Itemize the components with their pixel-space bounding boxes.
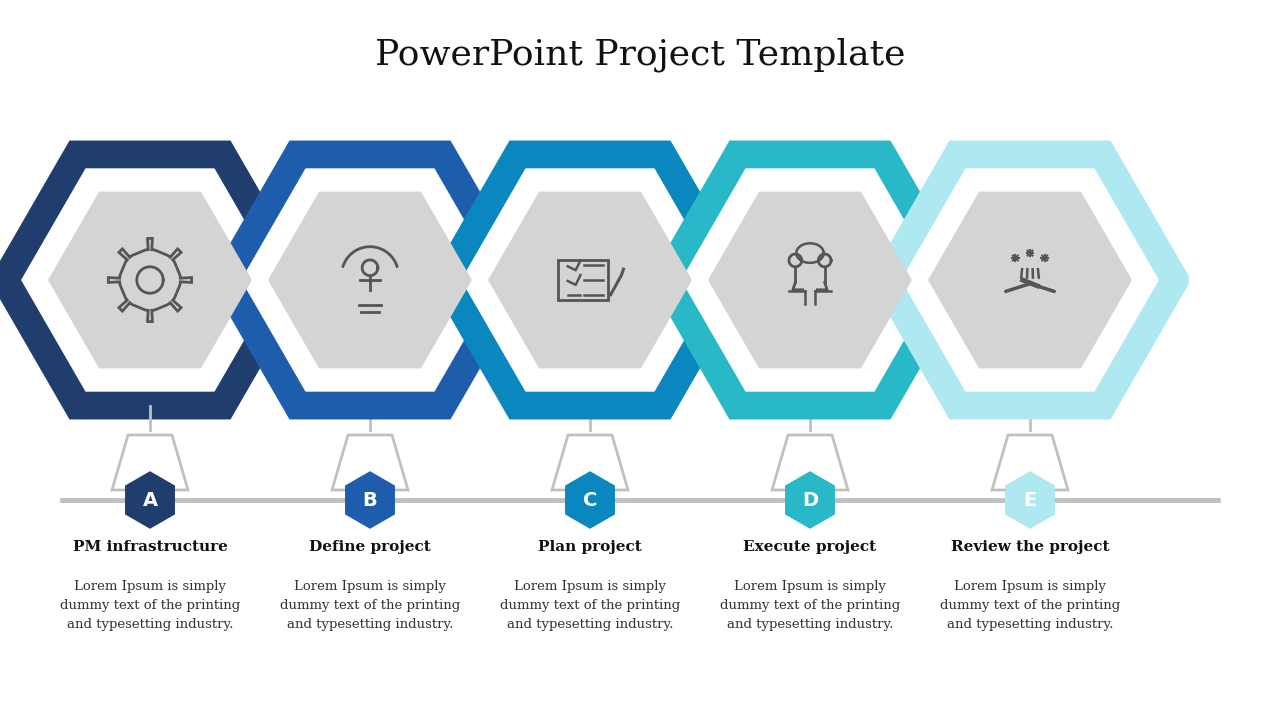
Polygon shape (5, 154, 294, 405)
Text: E: E (1024, 490, 1037, 510)
Polygon shape (346, 472, 394, 528)
Polygon shape (332, 435, 408, 490)
Text: Define project: Define project (310, 540, 431, 554)
Polygon shape (566, 472, 614, 528)
Polygon shape (666, 154, 955, 405)
Polygon shape (488, 192, 692, 369)
Polygon shape (268, 192, 472, 369)
Text: Plan project: Plan project (538, 540, 641, 554)
Polygon shape (225, 154, 515, 405)
Polygon shape (125, 472, 174, 528)
Text: PowerPoint Project Template: PowerPoint Project Template (375, 38, 905, 73)
Text: D: D (803, 490, 818, 510)
Text: A: A (142, 490, 157, 510)
Polygon shape (772, 435, 849, 490)
Text: PM infrastructure: PM infrastructure (73, 540, 228, 554)
Polygon shape (113, 435, 188, 490)
Polygon shape (445, 154, 735, 405)
Polygon shape (928, 192, 1132, 369)
Polygon shape (552, 435, 628, 490)
Polygon shape (708, 192, 911, 369)
Polygon shape (884, 154, 1175, 405)
Text: Lorem Ipsum is simply
dummy text of the printing
and typesetting industry.: Lorem Ipsum is simply dummy text of the … (719, 580, 900, 631)
Text: Execute project: Execute project (744, 540, 877, 554)
Text: Lorem Ipsum is simply
dummy text of the printing
and typesetting industry.: Lorem Ipsum is simply dummy text of the … (280, 580, 460, 631)
Polygon shape (992, 435, 1068, 490)
Text: Lorem Ipsum is simply
dummy text of the printing
and typesetting industry.: Lorem Ipsum is simply dummy text of the … (940, 580, 1120, 631)
Text: C: C (582, 490, 598, 510)
Text: B: B (362, 490, 378, 510)
Text: Lorem Ipsum is simply
dummy text of the printing
and typesetting industry.: Lorem Ipsum is simply dummy text of the … (500, 580, 680, 631)
Text: Review the project: Review the project (951, 540, 1110, 554)
Polygon shape (1006, 472, 1055, 528)
Polygon shape (49, 192, 252, 369)
Text: Lorem Ipsum is simply
dummy text of the printing
and typesetting industry.: Lorem Ipsum is simply dummy text of the … (60, 580, 241, 631)
Polygon shape (786, 472, 835, 528)
